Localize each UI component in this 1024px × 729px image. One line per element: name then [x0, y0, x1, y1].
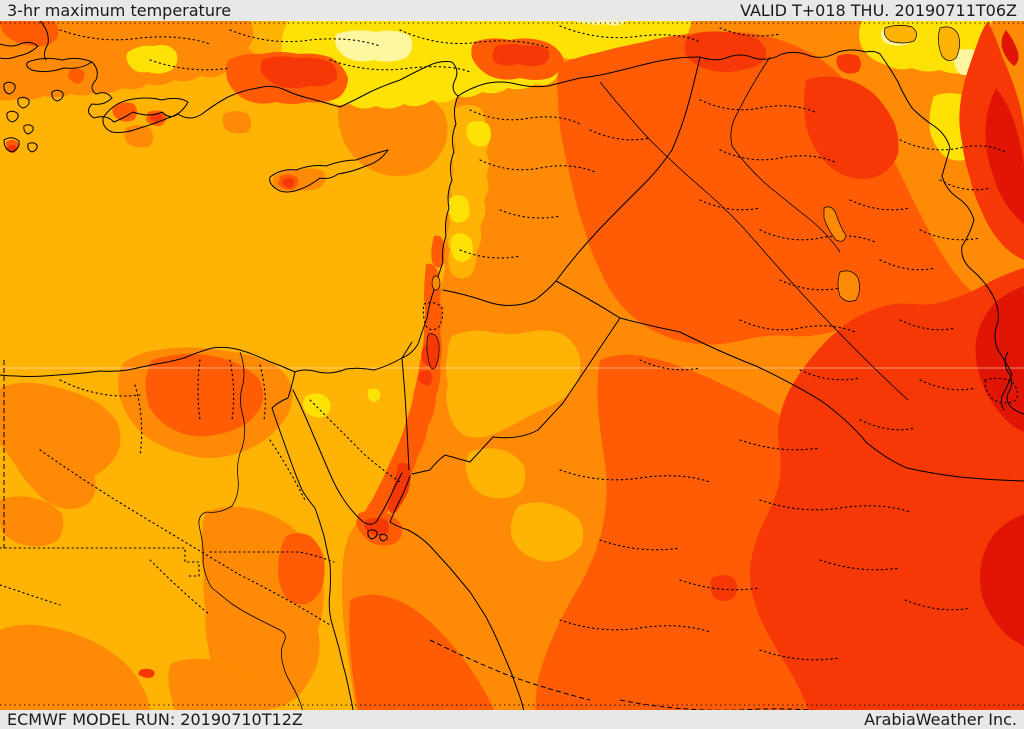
aegean-islet3: [6, 110, 19, 123]
euphrates-river: [599, 81, 909, 401]
red-spot-kuwait: [902, 435, 929, 461]
lake-razzaza: [837, 270, 860, 302]
syria-iraq-border: [555, 56, 701, 282]
yellow-jordan-spot: [367, 388, 381, 402]
deepred-gulf: [980, 514, 1024, 646]
lake-urmia: [938, 26, 960, 61]
jordan-syria-border: [442, 280, 557, 306]
aegean-islet6: [27, 142, 38, 153]
jordan-saudi-border: [411, 317, 621, 475]
yellow-sinai-spot: [303, 393, 331, 418]
deeporange-egypt-hills-core: [278, 533, 325, 605]
aegean-islet2: [17, 96, 30, 109]
orange-egypt-blob4: [232, 615, 284, 674]
header-bar: 3-hr maximum temperature VALID T+018 THU…: [0, 0, 1024, 21]
turkey-syria-border: [457, 56, 701, 97]
egypt-sudan-border: [0, 547, 200, 577]
deeporange-topleft-corner: [0, 21, 59, 47]
admin-boundaries: [0, 25, 1018, 661]
product-title: 3-hr maximum temperature: [7, 1, 232, 20]
coastlines: [0, 41, 529, 729]
marmara-sea-outline: [26, 57, 93, 73]
persian-gulf-coast: [1004, 351, 1024, 415]
red-neturkey-spot: [836, 54, 861, 74]
red-egypt-sliver: [138, 668, 155, 678]
jordan-iraq-border: [555, 280, 621, 319]
nile-river: [198, 351, 307, 729]
deepred-top-corner: [1001, 30, 1019, 66]
yellow-aegean-spot: [126, 44, 178, 74]
red-taurus-core: [260, 56, 338, 88]
pale-yellow-anatolia: [335, 30, 413, 62]
deeporange-island-spot1: [112, 102, 137, 122]
deepred-zagros: [985, 88, 1024, 224]
graticule: [0, 22, 1024, 706]
amber-jordan-interior: [446, 330, 581, 438]
red-arabah: [388, 462, 411, 514]
lake-tharthar: [823, 206, 847, 242]
aegean-islet5: [3, 137, 20, 153]
gaza-line: [401, 341, 413, 359]
suez-canal-gulf-west: [271, 371, 357, 729]
country-borders: [39, 20, 1024, 482]
footer-bar: ECMWF MODEL RUN: 20190710T12Z ArabiaWeat…: [0, 710, 1024, 729]
red-deadsea2: [418, 370, 433, 386]
marmara-north-coast: [0, 41, 39, 60]
valid-time-label: VALID T+018 THU. 20190711T06Z: [740, 1, 1017, 20]
red-seturkey-core: [492, 44, 550, 66]
yellow-syria-spot3: [466, 121, 491, 147]
red-niraq2: [804, 76, 899, 179]
orange-west-desert: [0, 382, 121, 510]
orange-egypt-blob2: [0, 624, 151, 729]
dead-sea: [426, 333, 440, 370]
turkey-iraq-border: [699, 49, 881, 61]
orange-ne-mediterranean: [338, 87, 448, 176]
cyprus-island: [269, 149, 389, 193]
red-niraq1: [684, 31, 767, 72]
sinai-coast: [292, 389, 403, 525]
deeporange-galilee-strip: [431, 235, 445, 268]
orange-sea-patch1: [222, 111, 251, 134]
tigris-river: [730, 56, 841, 253]
tiran-islet2: [379, 533, 388, 542]
aegean-islet1: [3, 81, 16, 95]
amber-south-jordan: [465, 448, 526, 499]
west-bank-outline: [422, 302, 444, 331]
rivers: [198, 56, 909, 729]
egypt-north-coast: [0, 346, 296, 377]
provider-credit: ArabiaWeather Inc.: [864, 709, 1017, 729]
deeporange-tiny1: [68, 68, 85, 84]
red-tiran-core: [364, 518, 389, 536]
orange-egypt-blob1: [0, 496, 64, 547]
model-run-label: ECMWF MODEL RUN: 20190710T12Z: [7, 709, 303, 729]
aegean-islet7: [51, 89, 64, 102]
levant-coast: [294, 95, 459, 374]
red-south-iraq: [750, 268, 1024, 729]
kuwait-outline: [984, 377, 1018, 404]
aegean-island-large: [102, 97, 189, 133]
aegean-islet4: [23, 124, 34, 135]
deeporange-mesopotamia-north: [557, 31, 1024, 345]
red-cyprus-core: [282, 177, 295, 188]
sea-of-galilee: [431, 275, 441, 291]
yellow-syria-spot2: [450, 233, 473, 262]
deeporange-delta-core: [145, 354, 264, 437]
lakes: [426, 24, 960, 370]
red-spot-saudi: [710, 575, 737, 601]
saudi-redsea-coast: [389, 475, 529, 729]
deepred-khuzestan: [975, 286, 1024, 432]
turkey-south-coast: [88, 61, 459, 123]
egypt-israel-border: [401, 357, 410, 471]
lake-van: [883, 24, 917, 44]
amber-nw-saudi1: [510, 502, 584, 562]
tiran-islet1: [367, 529, 378, 540]
iraq-saudi-border: [619, 317, 1024, 482]
yellow-syria-spot1: [448, 195, 470, 223]
greece-turkey-border: [39, 20, 49, 61]
deeporange-south-redsea: [349, 594, 500, 729]
